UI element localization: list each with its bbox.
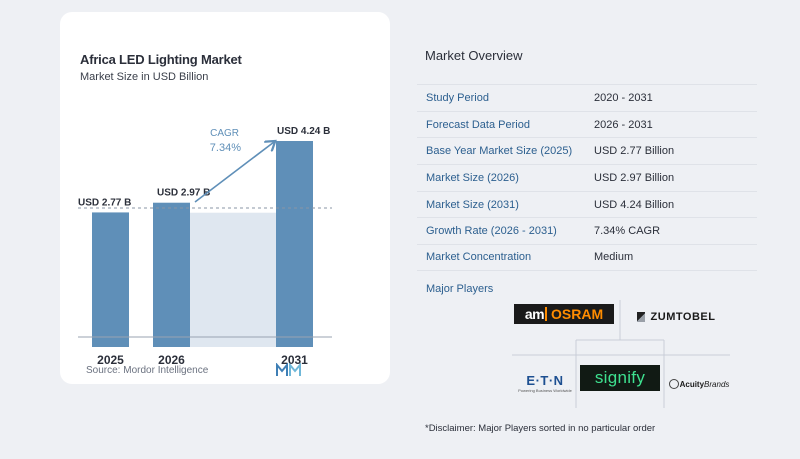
row-label: Market Size (2026) bbox=[426, 171, 519, 184]
overview-row: Base Year Market Size (2025) USD 2.77 Bil… bbox=[417, 137, 757, 164]
row-label: Base Year Market Size (2025) bbox=[426, 145, 573, 158]
signify-logo: signify bbox=[580, 365, 660, 391]
eaton-logo: E·T·N Powering Business Worldwide bbox=[518, 373, 572, 393]
major-players-title: Major Players bbox=[426, 283, 494, 295]
source-text: Source: Mordor Intelligence bbox=[86, 365, 209, 376]
overview-row: Growth Rate (2026 - 2031) 7.34% CAGR bbox=[417, 217, 757, 244]
overview-table: Study Period 2020 - 2031 Forecast Data Pe… bbox=[417, 84, 757, 271]
row-value: 7.34% CAGR bbox=[594, 225, 661, 238]
cagr-value: 7.34% bbox=[210, 142, 241, 154]
row-value: 2020 - 2031 bbox=[594, 91, 653, 104]
row-value: Medium bbox=[594, 251, 634, 264]
overview-row: Market Size (2031) USD 4.24 Billion bbox=[417, 190, 757, 218]
overview-row: Market Size (2026) USD 2.97 Billion bbox=[417, 164, 757, 191]
bar-2025 bbox=[92, 212, 129, 347]
row-value: USD 2.77 Billion bbox=[594, 145, 675, 158]
x-tick-label-2025: 2025 bbox=[97, 353, 124, 367]
value-label-2025: USD 2.77 B bbox=[78, 197, 131, 208]
overview-row: Study Period 2020 - 2031 bbox=[417, 84, 757, 111]
value-label-2026: USD 2.97 B bbox=[157, 188, 210, 199]
ams-osram-logo: am OSRAM bbox=[514, 304, 614, 324]
chart-title: Africa LED Lighting Market bbox=[80, 52, 242, 67]
chart-subtitle: Market Size in USD Billion bbox=[80, 71, 209, 83]
row-value: USD 4.24 Billion bbox=[594, 198, 675, 211]
value-label-2031: USD 4.24 B bbox=[277, 126, 330, 137]
mordor-logo-icon bbox=[276, 363, 301, 376]
bar-2031 bbox=[276, 141, 313, 347]
growth-shade-area bbox=[190, 212, 276, 347]
overview-title: Market Overview bbox=[425, 48, 523, 63]
row-value: 2026 - 2031 bbox=[594, 118, 653, 131]
cagr-label: CAGR bbox=[210, 128, 239, 139]
acuity-brands-logo: AcuityBrands bbox=[668, 375, 730, 393]
eaton-tagline: Powering Business Worldwide bbox=[518, 388, 572, 393]
cagr-arrow bbox=[194, 142, 274, 203]
chart-card: Africa LED Lighting Market Market Size i… bbox=[60, 12, 390, 384]
overview-row: Forecast Data Period 2026 - 2031 bbox=[417, 110, 757, 138]
bar-2026 bbox=[153, 202, 190, 347]
row-label: Market Size (2031) bbox=[426, 198, 519, 211]
row-label: Growth Rate (2026 - 2031) bbox=[426, 225, 557, 238]
row-label: Study Period bbox=[426, 91, 489, 104]
zumtobel-logo: ZUMTOBEL bbox=[626, 309, 726, 325]
overview-row: Market Concentration Medium bbox=[417, 244, 757, 271]
row-value: USD 2.97 Billion bbox=[594, 171, 675, 184]
disclaimer-text: *Disclaimer: Major Players sorted in no … bbox=[425, 423, 656, 434]
x-tick-label-2026: 2026 bbox=[158, 353, 185, 367]
row-label: Market Concentration bbox=[426, 251, 532, 264]
row-label: Forecast Data Period bbox=[426, 118, 530, 131]
